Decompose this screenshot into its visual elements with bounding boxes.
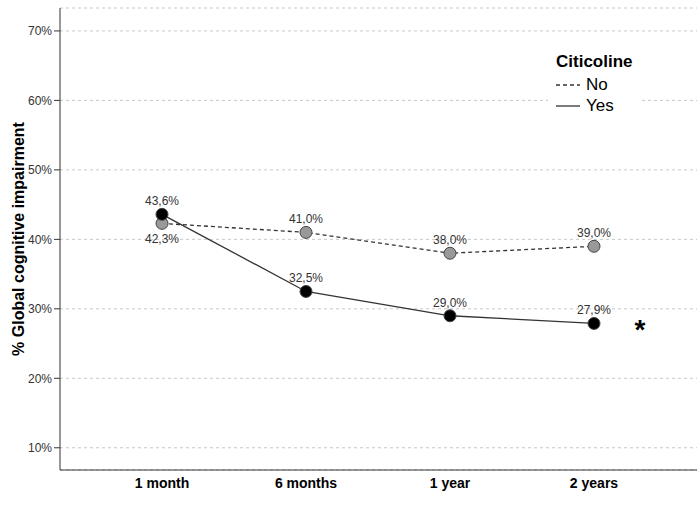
svg-text:20%: 20% [28, 372, 52, 386]
svg-text:29,0%: 29,0% [433, 296, 467, 310]
svg-text:39,0%: 39,0% [577, 226, 611, 240]
svg-text:1 year: 1 year [430, 475, 471, 491]
svg-text:42,3%: 42,3% [145, 232, 179, 246]
svg-text:60%: 60% [28, 94, 52, 108]
svg-text:40%: 40% [28, 233, 52, 247]
svg-text:% Global cognitive impairment: % Global cognitive impairment [10, 121, 27, 355]
svg-text:6 months: 6 months [275, 475, 337, 491]
svg-text:50%: 50% [28, 163, 52, 177]
svg-text:1 month: 1 month [135, 475, 189, 491]
svg-text:43,6%: 43,6% [145, 194, 179, 208]
svg-text:30%: 30% [28, 302, 52, 316]
html-text:Yes: Yes [586, 96, 614, 115]
svg-text:32,5%: 32,5% [289, 271, 323, 285]
svg-text:10%: 10% [28, 441, 52, 455]
html-text:No: No [586, 75, 608, 94]
svg-text:27,9%: 27,9% [577, 303, 611, 317]
svg-text:*: * [635, 314, 646, 345]
svg-text:2 years: 2 years [570, 475, 618, 491]
svg-text:70%: 70% [28, 24, 52, 38]
html-text:Citicoline: Citicoline [556, 52, 633, 71]
svg-text:41,0%: 41,0% [289, 212, 323, 226]
svg-text:38,0%: 38,0% [433, 233, 467, 247]
